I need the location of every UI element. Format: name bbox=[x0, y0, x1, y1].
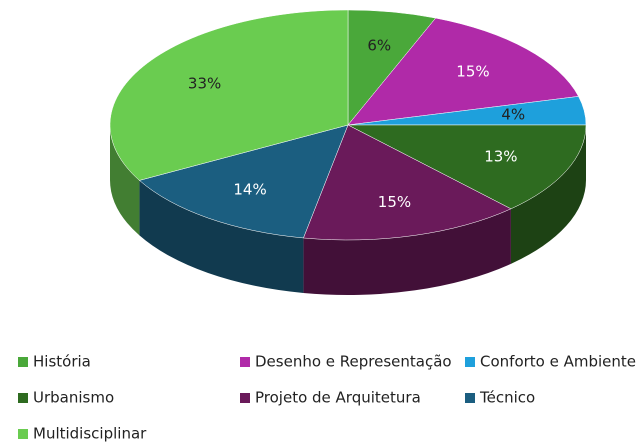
pie-slice bbox=[347, 17, 579, 126]
legend-swatch bbox=[465, 393, 475, 403]
legend-swatch bbox=[18, 357, 28, 367]
pie-slice bbox=[138, 124, 349, 239]
legend-swatch bbox=[18, 429, 28, 439]
legend-label: Urbanismo bbox=[33, 389, 114, 407]
legend-label: Projeto de Arquitetura bbox=[255, 389, 421, 407]
legend-label: Multidisciplinar bbox=[33, 425, 147, 443]
data-label: 13% bbox=[484, 147, 517, 165]
data-label: 14% bbox=[233, 181, 266, 199]
data-label: 15% bbox=[456, 62, 489, 80]
data-label: 4% bbox=[501, 105, 525, 123]
data-label: 15% bbox=[378, 193, 411, 211]
legend-label: Técnico bbox=[479, 389, 535, 407]
legend-swatch bbox=[465, 357, 475, 367]
legend-label: História bbox=[33, 353, 91, 371]
pie-slice bbox=[347, 124, 587, 210]
pie-slice bbox=[303, 124, 512, 241]
legend-swatch bbox=[240, 393, 250, 403]
legend-label: Desenho e Representação bbox=[255, 353, 452, 371]
pie-side bbox=[110, 125, 140, 236]
pie-side bbox=[510, 125, 586, 264]
legend-swatch bbox=[18, 393, 28, 403]
legend-swatch bbox=[240, 357, 250, 367]
pie-slice bbox=[109, 9, 349, 181]
data-label: 6% bbox=[367, 36, 391, 54]
pie-side bbox=[303, 208, 511, 296]
legend-label: Conforto e Ambiente bbox=[480, 353, 636, 371]
pie-side bbox=[139, 180, 304, 293]
data-label: 33% bbox=[188, 75, 221, 93]
